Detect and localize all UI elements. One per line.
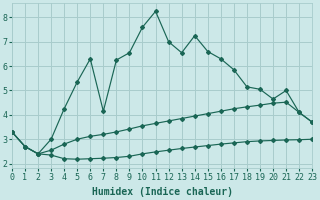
X-axis label: Humidex (Indice chaleur): Humidex (Indice chaleur) [92, 187, 233, 197]
